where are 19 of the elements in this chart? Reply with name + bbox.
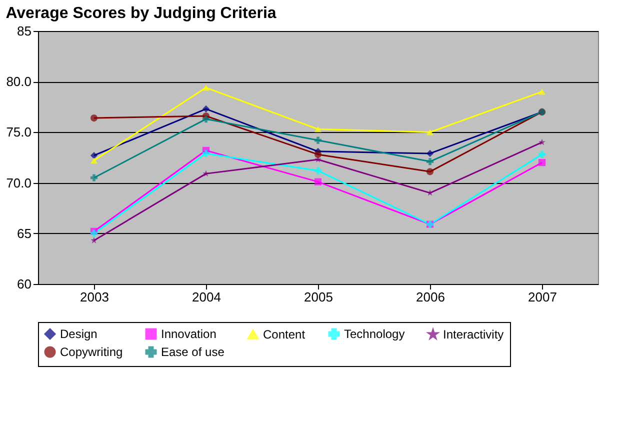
legend-label: Innovation [161, 327, 216, 341]
legend-label: Interactivity [443, 327, 504, 342]
y-tick-label: 60 [17, 276, 32, 292]
legend-label: Copywriting [60, 345, 123, 359]
y-tick-label: 80.0 [6, 74, 32, 90]
y-tick-label: 70.0 [6, 175, 32, 190]
x-tick-label: 2005 [304, 290, 333, 304]
legend-label: Design [60, 327, 98, 341]
legend-label: Ease of use [161, 345, 225, 359]
y-tick-label: 75.0 [6, 124, 32, 140]
y-tick-label: 85 [17, 24, 32, 38]
x-tick-label: 2007 [528, 290, 557, 304]
x-tick-label: 2006 [416, 290, 445, 304]
x-tick-label: 2003 [80, 290, 109, 304]
legend-label: Content [263, 327, 306, 342]
chart-title: Average Scores by Judging Criteria [6, 5, 276, 22]
y-tick-label: 65 [17, 226, 32, 241]
legend-label: Technology [344, 327, 405, 341]
x-tick-label: 2004 [192, 290, 221, 304]
